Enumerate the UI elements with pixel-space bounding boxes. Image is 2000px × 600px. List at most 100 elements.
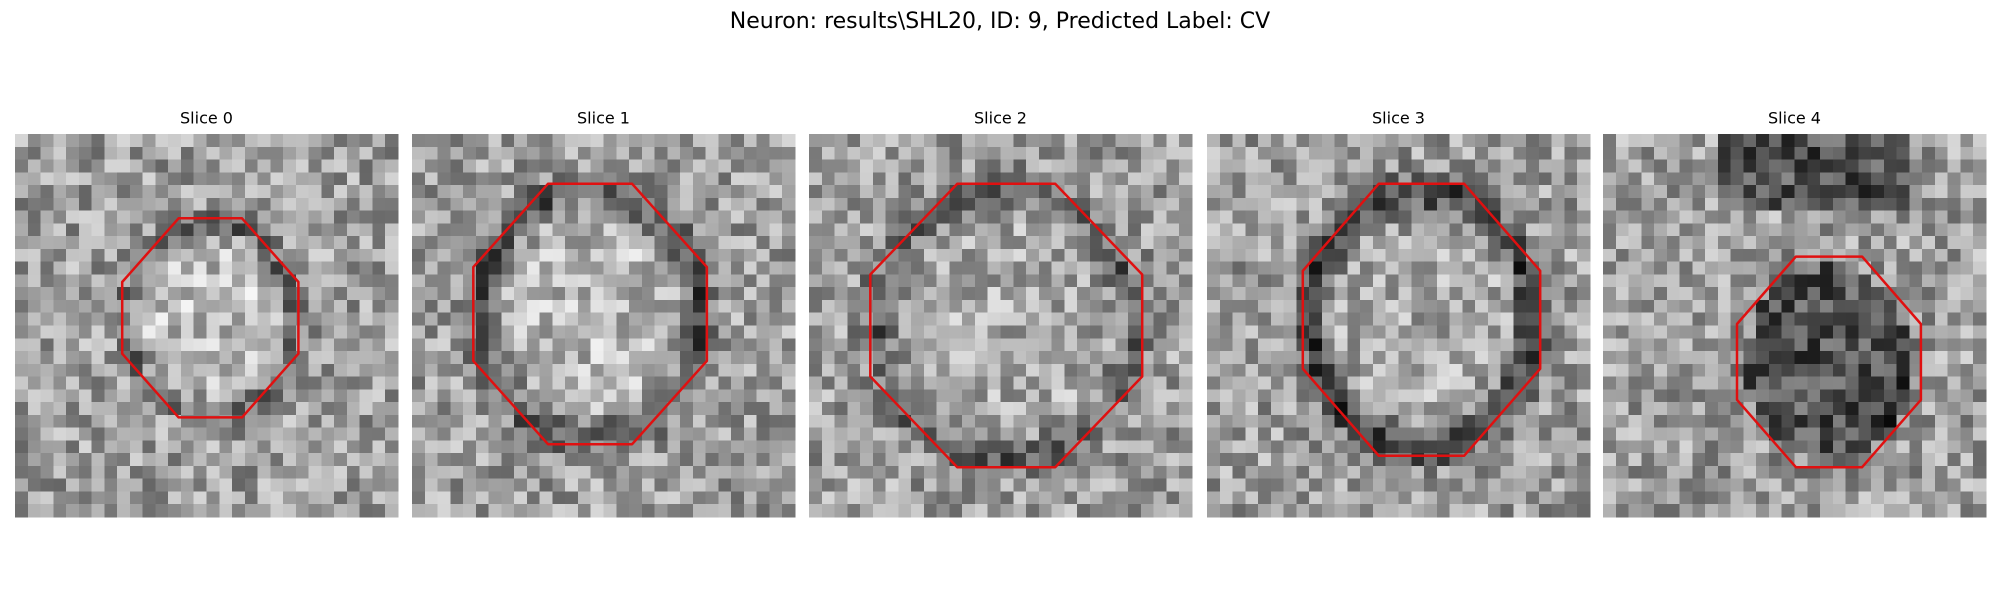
pixel (1934, 248, 1949, 263)
pixel (1166, 440, 1180, 454)
pixel (1756, 376, 1770, 390)
pixel (641, 389, 656, 403)
pixel (1115, 287, 1129, 301)
pixel (1641, 210, 1655, 224)
pixel (987, 159, 1002, 173)
pixel (295, 223, 310, 237)
pixel (1207, 261, 1221, 276)
pixel (743, 197, 758, 212)
pixel (1628, 159, 1642, 173)
pixel (1756, 402, 1770, 416)
pixel (1102, 185, 1116, 199)
pixel (1385, 287, 1400, 301)
pixel (847, 478, 861, 493)
pixel (1858, 414, 1872, 429)
pixel (346, 248, 361, 263)
pixel (1705, 185, 1719, 199)
pixel (1628, 210, 1642, 224)
pixel (526, 223, 541, 237)
pixel (1089, 172, 1104, 186)
pixel (885, 402, 899, 416)
pixel (987, 325, 1002, 339)
pixel (1000, 210, 1014, 224)
pixel (412, 363, 426, 378)
pixel (1960, 402, 1974, 416)
pixel (1717, 376, 1732, 390)
pixel (346, 363, 361, 378)
pixel (1207, 223, 1221, 237)
pixel (1730, 261, 1745, 276)
pixel (155, 299, 169, 314)
pixel (104, 312, 118, 327)
pixel (667, 248, 681, 263)
pixel (654, 185, 668, 199)
pixel (257, 351, 271, 365)
pixel (334, 159, 348, 173)
pixel (257, 491, 271, 505)
pixel (1207, 427, 1221, 441)
pixel (27, 236, 42, 250)
pixel (1398, 274, 1412, 288)
pixel (283, 248, 297, 263)
pixel (1166, 312, 1180, 327)
pixel (475, 440, 490, 454)
pixel (1628, 427, 1642, 441)
pixel (372, 299, 386, 314)
pixel (1896, 261, 1910, 276)
pixel (219, 363, 233, 378)
pixel (847, 376, 861, 390)
pixel (1513, 185, 1527, 199)
pixel (1794, 312, 1808, 327)
pixel (1551, 376, 1566, 390)
pixel (424, 465, 439, 480)
pixel (412, 159, 426, 173)
pixel (1051, 261, 1065, 276)
pixel (475, 465, 490, 480)
pixel (501, 465, 515, 480)
contour (120, 217, 300, 419)
pixel (424, 287, 439, 301)
pixel (1064, 453, 1078, 467)
pixel (1909, 159, 1923, 173)
pixel (1654, 338, 1668, 352)
pixel (1449, 223, 1463, 237)
pixel (743, 427, 758, 441)
pixel (1219, 402, 1234, 416)
pixel (769, 146, 783, 161)
pixel (1730, 427, 1745, 441)
pixel (155, 261, 169, 276)
pixel (577, 427, 592, 441)
pixel (437, 338, 451, 352)
pixel (539, 376, 554, 390)
pixel (359, 134, 374, 148)
pixel (1781, 351, 1796, 365)
pixel (1064, 210, 1078, 224)
pixel (1219, 210, 1234, 224)
pixel (1219, 351, 1234, 365)
pixel (1871, 351, 1885, 365)
pixel (1603, 504, 1617, 518)
pixel (1807, 159, 1821, 173)
pixel (1871, 427, 1885, 441)
pixel (1858, 465, 1872, 480)
pixel (488, 453, 502, 467)
pixel (424, 274, 439, 288)
pixel (1013, 299, 1027, 314)
pixel (718, 351, 732, 365)
pixel (667, 261, 681, 276)
pixel (1538, 402, 1553, 416)
pixel (1258, 299, 1272, 314)
pixel (1538, 134, 1553, 148)
pixel (180, 299, 195, 314)
pixel (1781, 312, 1796, 327)
pixel (463, 223, 477, 237)
pixel (15, 146, 29, 161)
pixel (117, 312, 131, 327)
pixel (718, 376, 732, 390)
pixel (346, 287, 361, 301)
pixel (1089, 376, 1104, 390)
pixel (1513, 312, 1527, 327)
pixel (359, 197, 374, 212)
pixel (1140, 312, 1155, 327)
pixel (718, 402, 732, 416)
